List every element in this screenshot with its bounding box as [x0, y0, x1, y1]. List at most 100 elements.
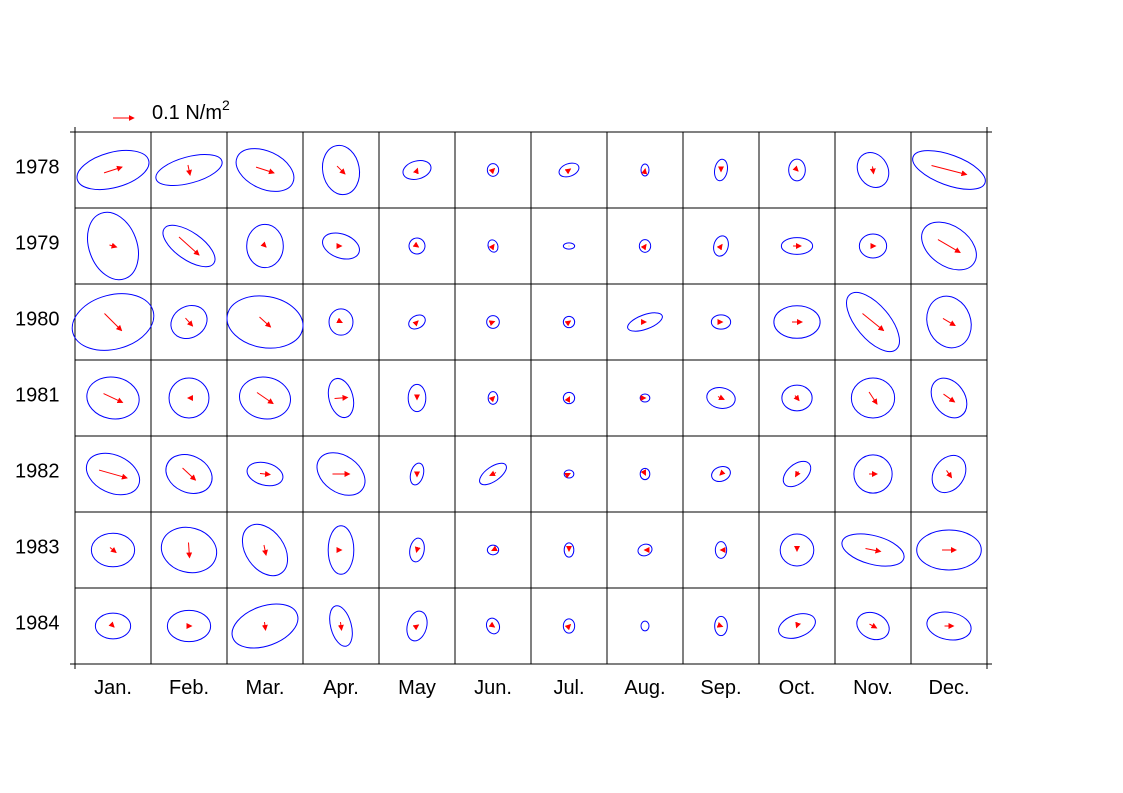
variance-ellipse-1979-2 [246, 223, 284, 269]
grid [70, 127, 992, 669]
variance-ellipse-1980-1 [170, 305, 208, 339]
variance-ellipse-1979-0 [87, 211, 139, 281]
mean-vector-1984-3 [337, 621, 344, 631]
variance-ellipse-1979-8 [713, 235, 729, 257]
variance-ellipse-1980-2 [226, 295, 304, 349]
variance-ellipse-1981-2 [239, 376, 291, 420]
mean-vector-1980-2 [259, 316, 272, 328]
mean-vector-1984-2 [261, 621, 268, 631]
mean-vector-1982-11 [946, 470, 953, 479]
mean-vector-1980-10 [862, 313, 885, 332]
mean-vector-1978-11 [931, 165, 968, 177]
variance-ellipse-1983-7 [637, 543, 653, 557]
row-label-1983: 1983 [15, 536, 60, 558]
variance-ellipse-1983-3 [327, 525, 355, 575]
variance-ellipse-1979-1 [162, 224, 216, 268]
mean-vector-1979-1 [178, 236, 200, 256]
variance-ellipse-1984-2 [231, 603, 299, 649]
mean-vector-1978-6 [564, 168, 572, 175]
variance-ellipse-1978-2 [235, 148, 295, 192]
variance-ellipse-1979-10 [858, 233, 888, 259]
mean-vector-1983-1 [186, 542, 193, 559]
variance-ellipse-1978-11 [912, 150, 986, 190]
variance-ellipse-1984-7 [640, 620, 650, 632]
mean-vector-1978-0 [103, 165, 123, 174]
mean-vector-1978-4 [413, 167, 419, 175]
mean-vector-1978-10 [869, 166, 876, 175]
mean-vector-1979-8 [716, 243, 723, 251]
mean-vector-1980-1 [185, 317, 194, 327]
variance-ellipse-1978-10 [856, 152, 890, 188]
mean-vector-1979-0 [109, 242, 118, 249]
variance-ellipse-1981-11 [930, 377, 968, 419]
mean-vector-1983-4 [414, 546, 421, 553]
variance-ellipse-1983-8 [714, 541, 728, 559]
mean-vector-1982-6 [564, 473, 571, 479]
mean-vector-1981-9 [793, 394, 800, 402]
variance-ellipse-1984-4 [406, 610, 428, 642]
variance-ellipse-1978-3 [321, 144, 361, 196]
mean-vector-1978-3 [336, 165, 346, 175]
variance-ellipse-1984-5 [485, 617, 501, 635]
mean-vector-1984-0 [108, 621, 115, 628]
mean-vector-1979-7 [640, 243, 647, 251]
variance-ellipse-1982-2 [246, 461, 284, 487]
variance-ellipse-1984-3 [329, 605, 353, 647]
mean-vector-1979-11 [937, 239, 961, 253]
mean-vector-1981-10 [868, 391, 878, 405]
mean-vector-1980-5 [488, 320, 496, 326]
variance-ellipse-1981-3 [327, 377, 355, 419]
scale-legend: 0.1 N/m2 [113, 97, 230, 124]
variance-ellipse-1978-9 [788, 158, 806, 182]
variance-ellipse-1980-11 [926, 295, 972, 349]
column-label-7: Aug. [624, 677, 665, 699]
variance-ellipse-1982-1 [165, 454, 213, 494]
mean-vector-1982-1 [182, 467, 197, 481]
mean-vector-1981-5 [488, 395, 496, 403]
variance-ellipse-1984-1 [166, 609, 212, 643]
mean-vector-1984-4 [412, 624, 420, 631]
mean-vector-1981-8 [717, 394, 725, 400]
mean-vector-1978-5 [488, 167, 496, 175]
variance-ellipse-1980-0 [71, 293, 155, 351]
variance-ellipse-1982-5 [479, 462, 507, 486]
variance-ellipse-1981-0 [86, 376, 140, 420]
mean-vector-1982-0 [98, 469, 128, 480]
variance-ellipse-1982-8 [711, 466, 731, 482]
mean-vector-1981-2 [256, 392, 274, 405]
mean-vector-1982-9 [795, 470, 801, 478]
variance-ellipse-1978-8 [713, 158, 729, 182]
mean-vector-1984-8 [716, 622, 724, 628]
variance-ellipse-1979-9 [780, 237, 814, 255]
mean-vector-1984-9 [795, 621, 801, 629]
variance-ellipse-1981-7 [639, 393, 651, 403]
mean-vector-1983-0 [109, 546, 117, 554]
variance-ellipse-1982-3 [316, 452, 366, 496]
variance-ellipse-1980-7 [627, 312, 663, 332]
variance-ellipse-1983-6 [563, 542, 575, 558]
variance-ellipse-1983-0 [90, 532, 136, 568]
variance-ellipse-1978-6 [558, 162, 580, 178]
variance-ellipse-1981-1 [168, 377, 210, 419]
variance-ellipse-1980-8 [710, 314, 732, 330]
variance-ellipse-1978-5 [486, 163, 500, 177]
variance-ellipse-1983-9 [779, 533, 815, 567]
mean-vector-1982-7 [640, 469, 646, 476]
mean-vector-1980-0 [104, 313, 123, 332]
variance-ellipse-1983-2 [241, 523, 289, 577]
variance-ellipse-1981-10 [850, 377, 896, 419]
mean-vector-1980-4 [412, 320, 419, 327]
variance-ellipse-1980-5 [486, 315, 500, 329]
variance-ellipse-1983-1 [160, 526, 218, 574]
mean-vector-1984-6 [564, 623, 572, 631]
mean-vector-1982-2 [259, 471, 271, 477]
column-labels: Jan. Feb. Mar. Apr. May Jun. Jul. Aug. Sep. Oct. N… [94, 677, 969, 699]
variance-ellipse-1983-11 [916, 529, 982, 571]
variance-ellipse-1983-4 [409, 537, 425, 563]
variance-ellipse-1981-5 [487, 391, 499, 405]
column-label-3: Apr. [323, 677, 359, 699]
variance-ellipse-1981-8 [706, 387, 736, 409]
column-label-4: May [398, 677, 436, 699]
variance-ellipse-1982-4 [409, 462, 425, 486]
